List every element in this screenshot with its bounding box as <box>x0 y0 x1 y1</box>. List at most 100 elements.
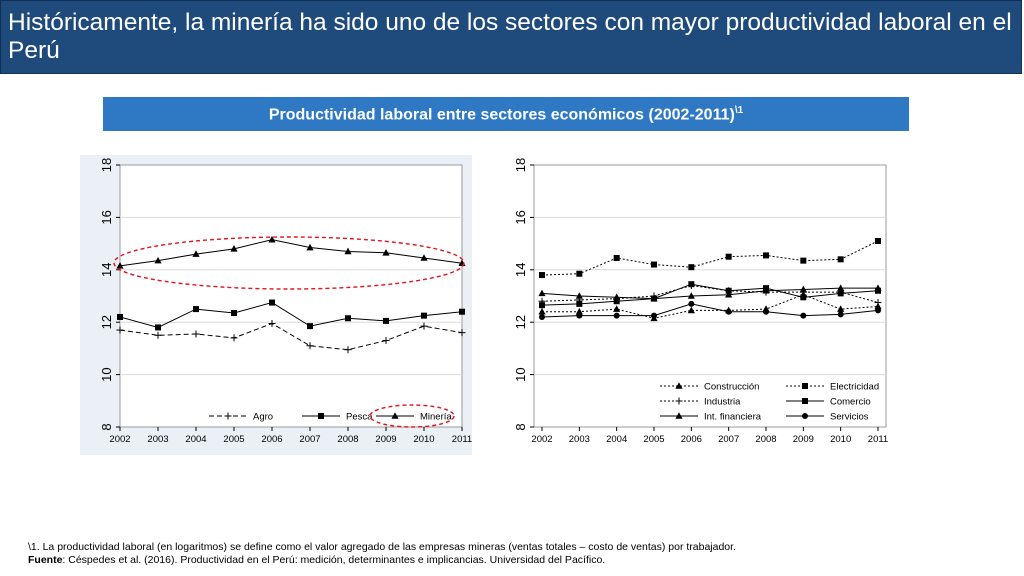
point-comercio-2006 <box>688 281 695 288</box>
y-tick-label-10: 10 <box>513 367 528 381</box>
point-int-financiera-2007 <box>725 290 733 298</box>
point-comercio-2004 <box>613 298 620 305</box>
y-tick-label-10: 10 <box>99 367 114 381</box>
point-mineria-2003 <box>154 256 162 264</box>
x-tick-label-2007: 2007 <box>718 434 739 445</box>
point-agro-2011 <box>458 329 466 337</box>
point-comercio-2009 <box>800 294 807 301</box>
point-pesca-2009 <box>383 317 389 324</box>
x-tick-label-2008: 2008 <box>755 434 776 445</box>
point-pesca-2010 <box>421 312 427 319</box>
point-electricidad-2011 <box>875 237 881 244</box>
point-int-financiera-2008 <box>762 286 770 294</box>
point-pesca-2003 <box>155 324 161 331</box>
source-label: Fuente <box>28 554 63 566</box>
legend-marker-electricidad <box>802 383 808 389</box>
x-tick-label-2011: 2011 <box>452 434 472 445</box>
legend-label-electricidad: Electricidad <box>830 382 879 393</box>
legend-label-pesca: Pesca <box>346 412 373 423</box>
point-agro-2007 <box>306 342 314 350</box>
point-servicios-2006 <box>688 300 695 307</box>
point-servicios-2002 <box>539 313 545 320</box>
y-tick-label-12: 12 <box>513 315 528 329</box>
point-comercio-2003 <box>576 300 583 307</box>
x-tick-label-2010: 2010 <box>830 434 851 445</box>
point-construccion-2006 <box>687 306 695 314</box>
chart-subtitle-text: Productividad laboral entre sectores eco… <box>268 106 735 124</box>
legend-marker-mineria <box>391 412 399 419</box>
point-int-financiera-2002 <box>538 289 546 297</box>
x-tick-label-2006: 2006 <box>681 434 702 445</box>
y-tick-label-14: 14 <box>99 263 114 277</box>
point-pesca-2007 <box>307 323 313 330</box>
point-servicios-2011 <box>875 307 881 314</box>
point-mineria-2008 <box>344 247 352 255</box>
point-mineria-2007 <box>306 243 314 251</box>
point-comercio-2007 <box>725 287 732 294</box>
series-line-agro <box>119 322 463 351</box>
footnote: \1. La productividad laboral (en logarit… <box>28 541 1008 567</box>
point-mineria-2009 <box>382 248 390 256</box>
point-mineria-2006 <box>268 235 276 243</box>
point-mineria-2004 <box>192 250 200 257</box>
point-int-financiera-2003 <box>575 292 583 299</box>
x-tick-label-2004: 2004 <box>185 434 206 445</box>
point-agro-2002 <box>116 326 124 334</box>
legend-label-industria: Industria <box>704 397 741 408</box>
chart-subtitle-bar: Productividad laboral entre sectores eco… <box>103 97 909 131</box>
point-agro-2009 <box>382 337 390 345</box>
point-construccion-2010 <box>837 305 845 312</box>
x-tick-label-2002: 2002 <box>109 434 130 445</box>
point-mineria-2002 <box>116 262 124 269</box>
point-pesca-2008 <box>345 315 351 322</box>
footnote-definition: \1. La productividad laboral (en logarit… <box>28 541 736 553</box>
point-servicios-2010 <box>837 311 844 318</box>
point-int-financiera-2009 <box>799 285 807 293</box>
legend-marker-construccion <box>675 382 683 389</box>
series-line-mineria <box>119 239 463 267</box>
x-tick-label-2005: 2005 <box>223 434 244 445</box>
point-int-financiera-2004 <box>613 293 621 301</box>
point-comercio-2002 <box>539 302 545 309</box>
point-pesca-2005 <box>231 310 237 317</box>
x-tick-label-2003: 2003 <box>569 434 590 445</box>
x-tick-label-2002: 2002 <box>531 434 552 445</box>
x-tick-label-2009: 2009 <box>375 434 396 445</box>
point-construccion-2002 <box>538 307 546 315</box>
point-construccion-2004 <box>613 305 621 312</box>
series-line-construccion <box>542 294 879 319</box>
point-mineria-2005 <box>230 245 238 252</box>
chart-subtitle-footnote-mark: \1 <box>734 105 744 116</box>
legend-marker-industria <box>675 397 683 405</box>
point-construccion-2003 <box>575 307 583 315</box>
point-electricidad-2004 <box>613 255 620 262</box>
y-tick-label-8: 8 <box>99 423 114 430</box>
series-line-servicios <box>541 303 879 318</box>
point-agro-2006 <box>268 320 276 328</box>
point-electricidad-2007 <box>725 253 732 260</box>
x-tick-label-2008: 2008 <box>337 434 358 445</box>
legend-label-int-financiera: Int. financiera <box>704 412 762 423</box>
chart-right: 8 10 12 14 16 18 2002 2003 2004 2005 2006 2007 2008 2… <box>513 158 888 445</box>
legend-label-comercio: Comercio <box>830 397 871 408</box>
point-servicios-2004 <box>613 312 620 319</box>
series-line-pesca <box>119 302 463 328</box>
highlight-ellipse-mineria-legend <box>369 404 455 428</box>
point-electricidad-2003 <box>576 270 583 277</box>
point-agro-2003 <box>154 331 162 339</box>
y-tick-label-8: 8 <box>513 423 528 430</box>
point-electricidad-2005 <box>651 261 657 268</box>
legend-marker-comercio <box>802 398 808 404</box>
legend-marker-agro <box>224 412 232 420</box>
x-tick-label-2006: 2006 <box>261 434 282 445</box>
point-servicios-2007 <box>725 308 732 315</box>
point-servicios-2003 <box>576 312 583 319</box>
y-tick-label-12: 12 <box>99 315 114 329</box>
point-agro-2010 <box>420 322 428 330</box>
point-int-financiera-2006 <box>687 292 695 299</box>
point-int-financiera-2011 <box>874 284 882 291</box>
title-bar: Históricamente, la minería ha sido uno d… <box>0 0 1022 74</box>
x-tick-label-2005: 2005 <box>643 434 664 445</box>
legend-marker-pesca <box>318 413 324 419</box>
legend-marker-int-financiera <box>675 412 683 419</box>
